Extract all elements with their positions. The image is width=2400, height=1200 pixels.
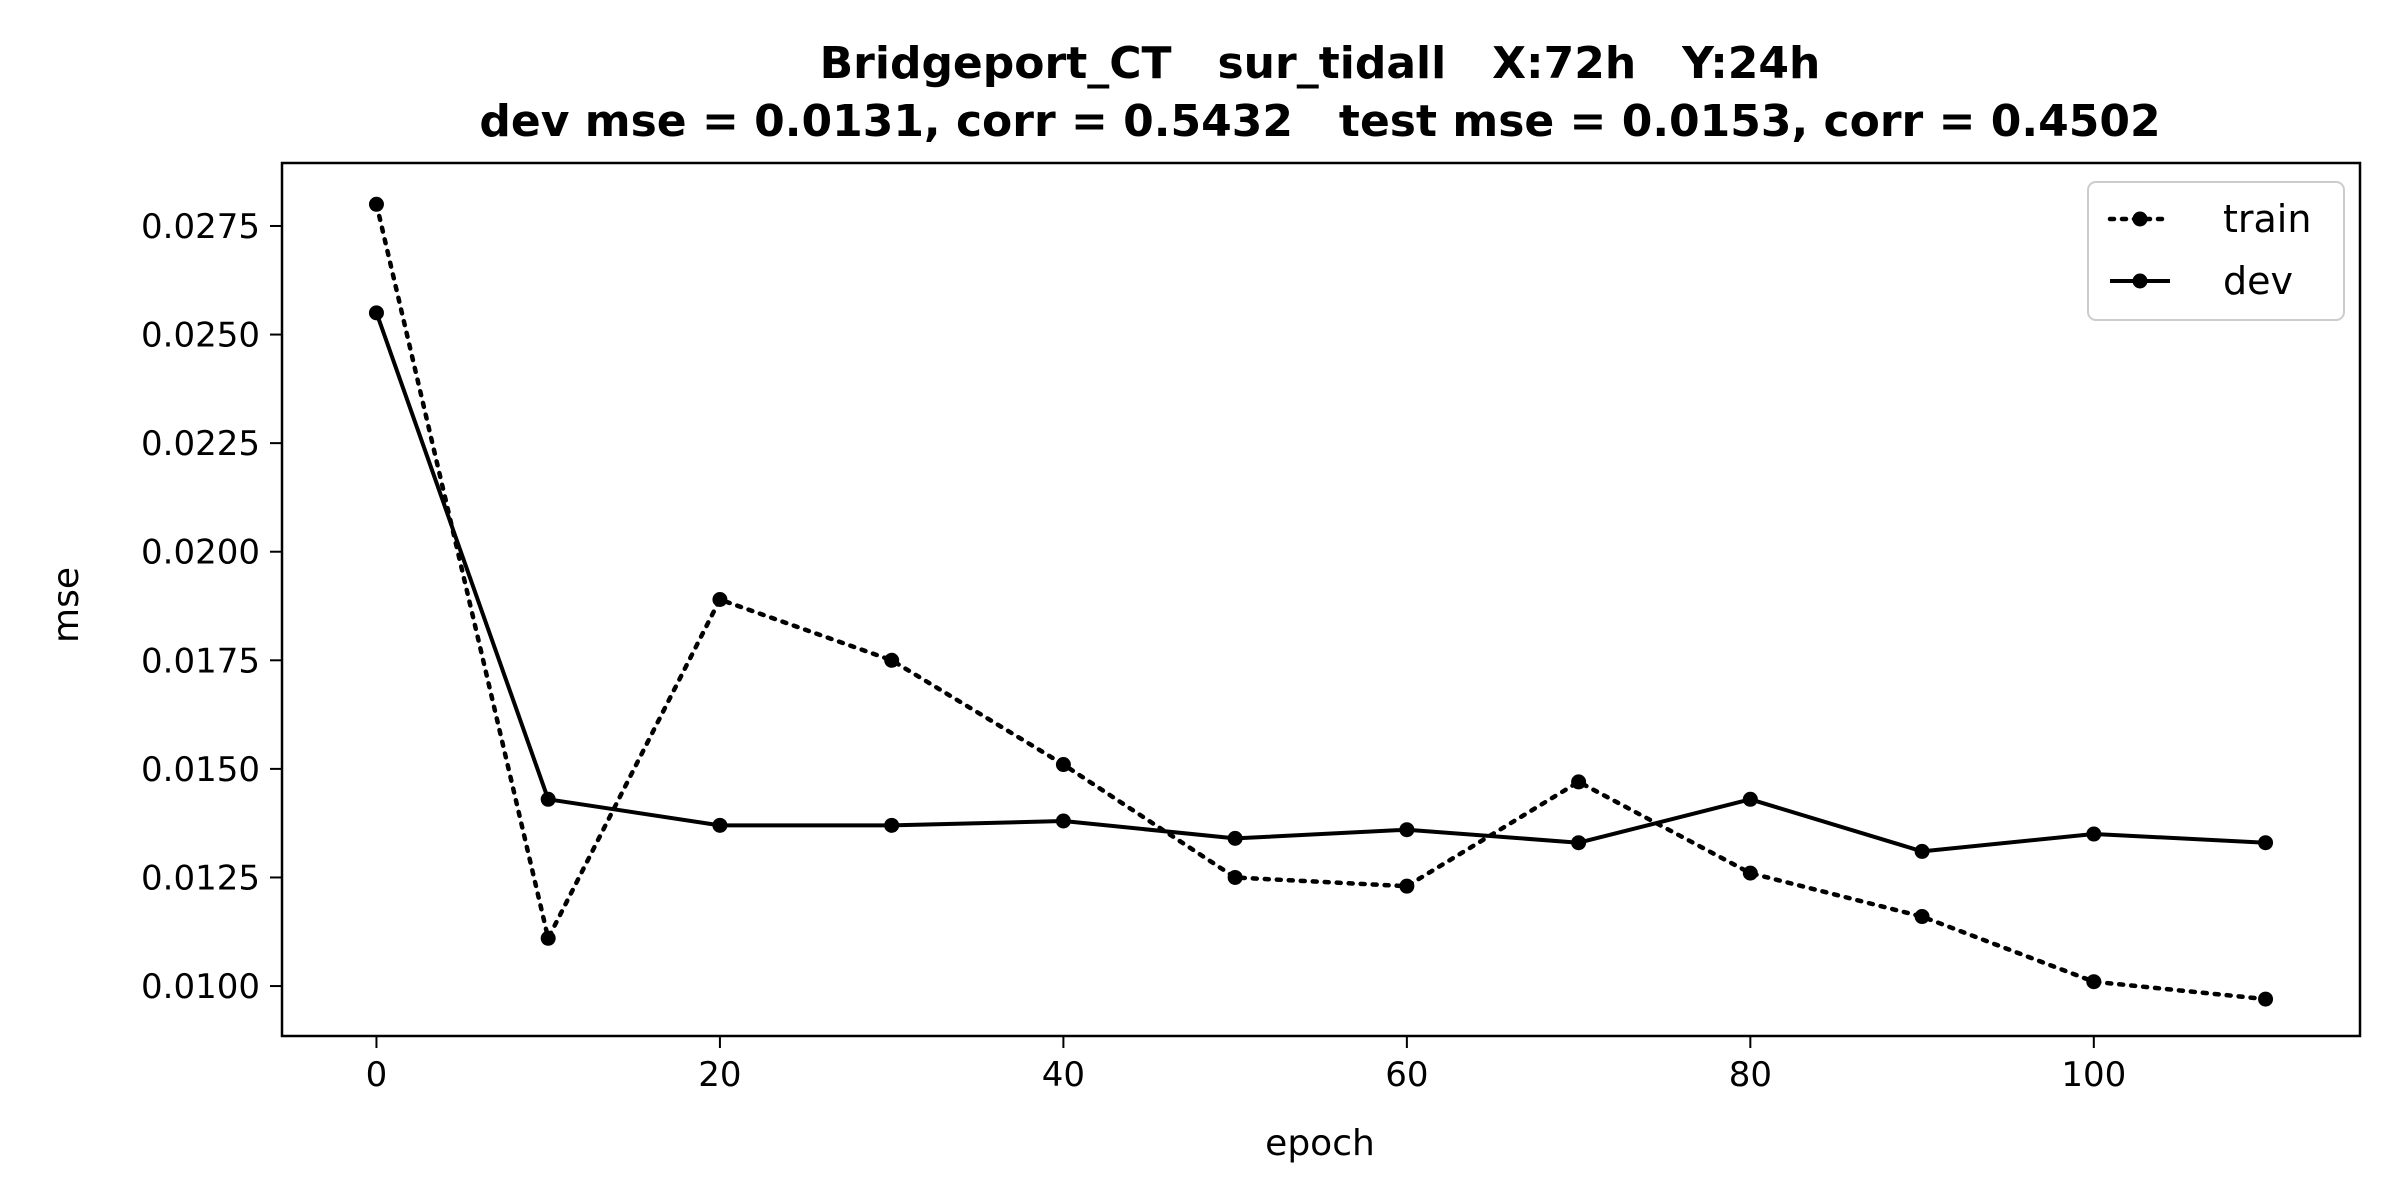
x-tick-label: 40 <box>1042 1055 1085 1095</box>
y-tick-label: 0.0225 <box>141 424 260 464</box>
legend-box <box>2087 181 2345 321</box>
y-tick-label: 0.0200 <box>141 533 260 573</box>
y-tick-label: 0.0150 <box>141 750 260 790</box>
data-point-dev <box>1742 791 1758 807</box>
data-point-dev <box>1055 813 1071 829</box>
chart-title: Bridgeport_CT sur_tidall X:72h Y:24h <box>820 38 1821 89</box>
y-tick-label: 0.0250 <box>141 316 260 356</box>
data-point-train <box>2258 991 2274 1007</box>
data-point-dev <box>1399 822 1415 838</box>
data-point-train <box>1399 878 1415 894</box>
data-point-dev <box>368 305 384 321</box>
y-axis-label: mse <box>46 567 87 643</box>
data-point-train <box>368 196 384 212</box>
data-point-train <box>712 592 728 607</box>
y-tick-label: 0.0275 <box>141 207 260 247</box>
x-tick-label: 0 <box>366 1055 388 1095</box>
data-point-dev <box>2086 826 2102 842</box>
legend-marker-dev <box>2132 273 2148 289</box>
data-point-dev <box>2258 835 2274 851</box>
series-line-train <box>374 202 2268 1002</box>
legend: train dev <box>2087 181 2345 321</box>
data-point-dev <box>540 791 556 807</box>
data-point-train <box>884 652 900 668</box>
data-point-train <box>540 930 556 946</box>
x-tick-label: 60 <box>1385 1055 1428 1095</box>
y-tick-label: 0.0175 <box>141 641 260 681</box>
data-point-dev <box>1914 843 1930 859</box>
x-axis-label: epoch <box>1265 1123 1375 1164</box>
y-tick-label: 0.0100 <box>141 967 260 1007</box>
data-point-train <box>1914 909 1930 925</box>
chart-subtitle: dev mse = 0.0131, corr = 0.5432 test mse… <box>479 96 2160 147</box>
series-line-dev <box>374 312 2266 854</box>
data-point-train <box>1742 865 1758 881</box>
legend-label-train: train <box>2223 197 2311 241</box>
legend-marker-train <box>2132 211 2148 227</box>
plot-area: 0 20 40 60 80 100 0.0100 0.0125 0.0150 0.0175 0.02… <box>141 161 2362 1095</box>
data-point-train <box>1227 869 1243 885</box>
data-point-train <box>1571 774 1587 790</box>
data-point-train <box>2086 974 2102 990</box>
y-tick-label: 0.0125 <box>141 858 260 898</box>
data-point-train <box>1055 757 1071 773</box>
data-point-dev <box>1571 835 1587 851</box>
data-point-dev <box>1227 830 1243 846</box>
legend-label-dev: dev <box>2223 259 2293 303</box>
data-point-dev <box>884 817 900 833</box>
x-tick-label: 20 <box>698 1055 741 1095</box>
x-tick-label: 100 <box>2061 1055 2126 1095</box>
plot-frame <box>280 161 2362 1038</box>
data-point-dev <box>712 817 728 833</box>
x-tick-label: 80 <box>1729 1055 1772 1095</box>
